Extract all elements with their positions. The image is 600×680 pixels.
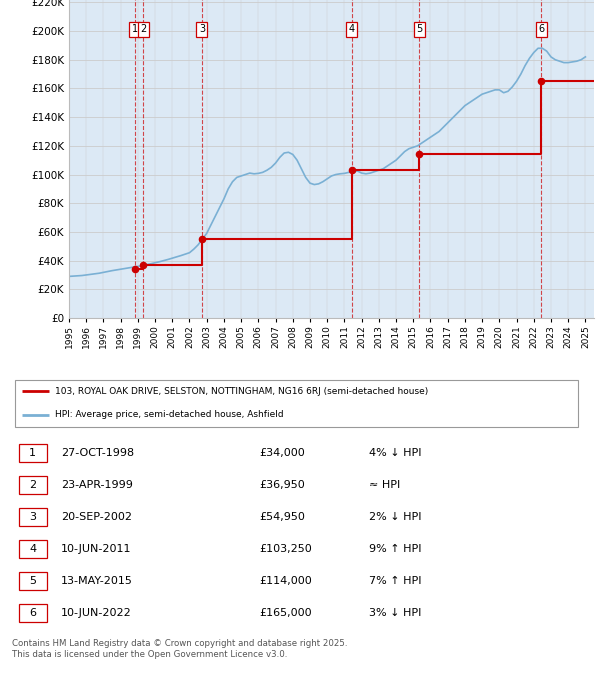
Point bbox=[197, 234, 206, 245]
Text: 27-OCT-1998: 27-OCT-1998 bbox=[61, 448, 134, 458]
Text: 2: 2 bbox=[29, 480, 36, 490]
Text: 4: 4 bbox=[29, 544, 36, 554]
FancyBboxPatch shape bbox=[19, 476, 47, 494]
Text: £34,000: £34,000 bbox=[260, 448, 305, 458]
Text: 6: 6 bbox=[29, 608, 36, 618]
FancyBboxPatch shape bbox=[19, 508, 47, 526]
Text: 10-JUN-2011: 10-JUN-2011 bbox=[61, 544, 131, 554]
Text: 13-MAY-2015: 13-MAY-2015 bbox=[61, 576, 133, 586]
Text: 3: 3 bbox=[29, 512, 36, 522]
Text: 10-JUN-2022: 10-JUN-2022 bbox=[61, 608, 132, 618]
Text: ≈ HPI: ≈ HPI bbox=[369, 480, 400, 490]
Text: 5: 5 bbox=[29, 576, 36, 586]
Text: 23-APR-1999: 23-APR-1999 bbox=[61, 480, 133, 490]
Text: 2% ↓ HPI: 2% ↓ HPI bbox=[369, 512, 422, 522]
Text: 4: 4 bbox=[349, 24, 355, 34]
Text: 5: 5 bbox=[416, 24, 422, 34]
Text: £114,000: £114,000 bbox=[260, 576, 313, 586]
Text: £165,000: £165,000 bbox=[260, 608, 313, 618]
FancyBboxPatch shape bbox=[15, 380, 578, 427]
Text: £36,950: £36,950 bbox=[260, 480, 305, 490]
Text: 3: 3 bbox=[199, 24, 205, 34]
Text: 1: 1 bbox=[29, 448, 36, 458]
Text: Contains HM Land Registry data © Crown copyright and database right 2025.
This d: Contains HM Land Registry data © Crown c… bbox=[12, 639, 347, 658]
FancyBboxPatch shape bbox=[19, 605, 47, 622]
Text: 4% ↓ HPI: 4% ↓ HPI bbox=[369, 448, 422, 458]
Text: 2: 2 bbox=[140, 24, 146, 34]
Text: £54,950: £54,950 bbox=[260, 512, 305, 522]
Point bbox=[536, 76, 546, 87]
Text: 7% ↑ HPI: 7% ↑ HPI bbox=[369, 576, 422, 586]
Point bbox=[347, 165, 357, 175]
Text: 1: 1 bbox=[131, 24, 138, 34]
FancyBboxPatch shape bbox=[19, 540, 47, 558]
FancyBboxPatch shape bbox=[19, 572, 47, 590]
Text: 9% ↑ HPI: 9% ↑ HPI bbox=[369, 544, 422, 554]
Text: 6: 6 bbox=[538, 24, 544, 34]
Point bbox=[139, 260, 148, 271]
Point bbox=[130, 264, 140, 275]
Text: 3% ↓ HPI: 3% ↓ HPI bbox=[369, 608, 421, 618]
Point bbox=[415, 149, 424, 160]
Text: 103, ROYAL OAK DRIVE, SELSTON, NOTTINGHAM, NG16 6RJ (semi-detached house): 103, ROYAL OAK DRIVE, SELSTON, NOTTINGHA… bbox=[55, 386, 428, 396]
Text: £103,250: £103,250 bbox=[260, 544, 313, 554]
FancyBboxPatch shape bbox=[19, 444, 47, 462]
Text: HPI: Average price, semi-detached house, Ashfield: HPI: Average price, semi-detached house,… bbox=[55, 411, 283, 420]
Text: 20-SEP-2002: 20-SEP-2002 bbox=[61, 512, 132, 522]
